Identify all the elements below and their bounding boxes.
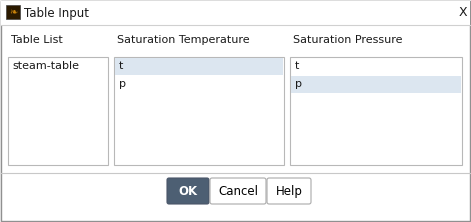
Text: Cancel: Cancel: [218, 184, 258, 198]
Text: t: t: [119, 61, 123, 71]
Text: ❧: ❧: [9, 7, 17, 17]
FancyBboxPatch shape: [115, 58, 283, 75]
FancyBboxPatch shape: [290, 57, 462, 165]
FancyBboxPatch shape: [6, 5, 20, 19]
FancyBboxPatch shape: [1, 1, 470, 25]
Text: steam-table: steam-table: [12, 61, 79, 71]
FancyBboxPatch shape: [267, 178, 311, 204]
Text: OK: OK: [179, 184, 197, 198]
FancyBboxPatch shape: [291, 76, 461, 93]
Text: Saturation Temperature: Saturation Temperature: [117, 35, 250, 45]
FancyBboxPatch shape: [210, 178, 266, 204]
Text: t: t: [295, 61, 300, 71]
FancyBboxPatch shape: [8, 57, 108, 165]
FancyBboxPatch shape: [114, 57, 284, 165]
Text: p: p: [119, 79, 126, 89]
Text: X: X: [459, 6, 467, 20]
Text: p: p: [295, 79, 302, 89]
Text: Help: Help: [276, 184, 302, 198]
Text: Table Input: Table Input: [24, 6, 89, 20]
FancyBboxPatch shape: [167, 178, 209, 204]
Text: Table List: Table List: [11, 35, 63, 45]
Text: Saturation Pressure: Saturation Pressure: [293, 35, 403, 45]
